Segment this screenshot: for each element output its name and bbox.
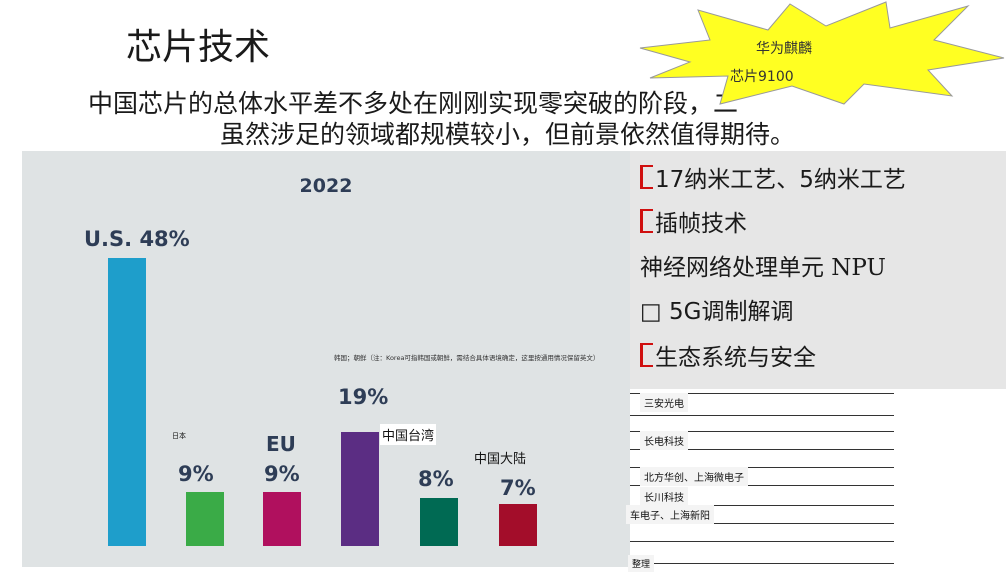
market-share-chart: 2022 韩国；朝鲜（注：Korea可指韩国或朝鲜，需结合具体语境确定，这里按通… (22, 151, 630, 567)
subtitle-line-1: 中国芯片的总体水平差不多处在刚刚实现零突破的阶段，二 (88, 89, 739, 118)
divider (630, 431, 894, 432)
company-list: 三安光电 长电科技 北方华创、上海微电子 长川科技 车电子、上海新阳 整理 (626, 389, 1006, 572)
starburst-shape (639, 1, 1005, 105)
bar-2 (263, 492, 301, 546)
divider (630, 523, 894, 524)
bar-value-label: 19% (338, 385, 389, 409)
divider (630, 505, 894, 506)
chart-note: 韩国；朝鲜（注：Korea可指韩国或朝鲜，需结合具体语境确定，这里按通用情况保留… (334, 354, 600, 362)
bullet-mark-icon (640, 209, 653, 233)
bullet-mark-icon (640, 343, 653, 367)
category-label-taiwan: 中国台湾 (380, 424, 437, 445)
bar-4 (420, 498, 458, 546)
category-label-eu: EU (266, 432, 296, 456)
divider (630, 541, 894, 542)
feature-item: 生态系统与安全 (640, 338, 816, 372)
feature-item: 17纳米工艺、5纳米工艺 (640, 160, 906, 194)
company-item: 三安光电 (640, 393, 688, 412)
chart-title: 2022 (299, 175, 353, 197)
divider (630, 393, 894, 394)
category-label-mainland: 中国大陆 (474, 452, 527, 467)
company-item: 北方华创、上海微电子 (640, 467, 748, 486)
company-item: 车电子、上海新阳 (626, 505, 714, 524)
feature-item: 神经网络处理单元 NPU (640, 255, 886, 281)
callout-line-2: 芯片9100 (730, 69, 794, 85)
bar-1 (186, 492, 224, 546)
company-item: 长川科技 (640, 487, 688, 506)
bar-0 (108, 258, 146, 546)
callout-line-1: 华为麒麟 (756, 41, 812, 57)
bar-value-label: 7% (500, 476, 536, 500)
bullet-mark-icon (640, 165, 653, 189)
divider (630, 563, 894, 564)
chart-bars (108, 258, 537, 546)
company-item: 整理 (628, 555, 655, 572)
divider (630, 485, 894, 486)
divider (630, 467, 894, 468)
divider (630, 415, 894, 416)
slide-title: 芯片技术 (126, 27, 271, 68)
starburst-callout (639, 1, 1005, 105)
feature-item: 插帧技术 (640, 204, 747, 238)
bar-5 (499, 504, 537, 546)
bar-value-label: 9% (264, 462, 300, 486)
bar-value-label: 8% (418, 467, 454, 491)
bar-value-label: 9% (178, 462, 214, 486)
category-label-japan: 日本 (172, 432, 186, 440)
bar-value-label: U.S. 48% (84, 227, 190, 251)
subtitle-line-2: 虽然涉足的领域都规模较小，但前景依然值得期待。 (220, 120, 796, 149)
feature-item: □ 5G调制解调 (640, 299, 794, 325)
divider (630, 449, 894, 450)
company-item: 长电科技 (640, 431, 688, 450)
bar-3 (341, 432, 379, 546)
features-panel (630, 151, 1006, 389)
